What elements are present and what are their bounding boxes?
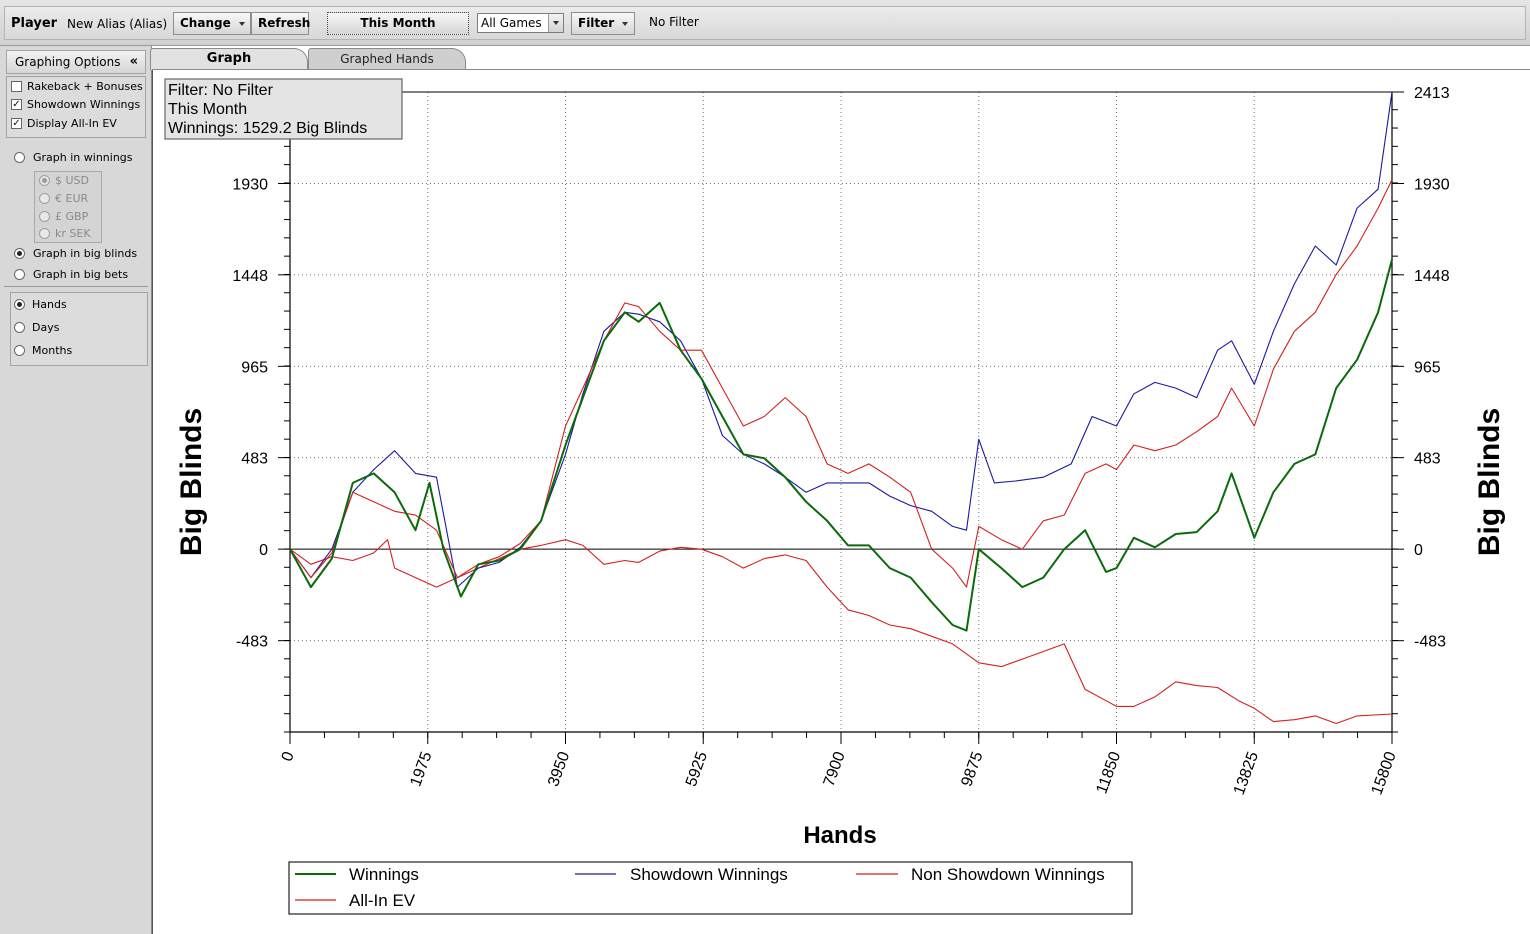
xaxis-mode-group: Hands Days Months [10, 292, 148, 366]
showdown-winnings-label: Showdown Winnings [27, 98, 141, 111]
legend-all-in-ev: All-In EV [349, 891, 416, 910]
filter-status: No Filter [649, 15, 699, 29]
winnings-graph: 24132413193019301448144896596548348300-4… [152, 70, 1530, 934]
radio-button-selected[interactable] [14, 248, 25, 259]
toolbar-panel: Player New Alias (Alias) Change Refresh … [4, 6, 1526, 40]
games-value: All Games [481, 16, 542, 30]
grid [290, 92, 1392, 732]
check-icon[interactable]: ✓ [11, 99, 22, 110]
y-tick-label-right: 1448 [1414, 268, 1450, 285]
legend-showdown-winnings: Showdown Winnings [630, 865, 788, 884]
display-options-group: Rakeback + Bonuses ✓ Showdown Winnings ✓ D… [6, 76, 146, 138]
check-icon[interactable]: ✓ [11, 118, 22, 129]
tab-divider [152, 69, 1530, 70]
y-tick-label-right: -483 [1414, 634, 1446, 651]
radio-button[interactable] [14, 345, 25, 356]
legend-frame [288, 861, 1133, 915]
radio-button[interactable] [14, 152, 25, 163]
x-axis-title: Hands [803, 822, 876, 849]
y-tick-label-right: 1930 [1414, 177, 1450, 194]
series-line-showdown-winnings [289, 91, 1393, 588]
y-tick-label-right: 965 [1414, 359, 1441, 376]
player-alias: New Alias (Alias) [67, 17, 168, 31]
info-winnings: Winnings: 1529.2 Big Blinds [168, 120, 367, 137]
top-toolbar: Player New Alias (Alias) Change Refresh … [0, 0, 1530, 46]
player-label: Player [11, 16, 58, 31]
change-label: Change [180, 16, 231, 30]
all-in-ev-label: Display All-In EV [27, 117, 117, 130]
radio-button[interactable] [14, 269, 25, 280]
radio-button[interactable] [39, 211, 50, 222]
radio-button-selected[interactable] [14, 299, 25, 310]
radio-button[interactable] [39, 228, 50, 239]
y-tick-label-right: 0 [1414, 542, 1423, 559]
graphing-options-header: Graphing Options « [6, 50, 146, 74]
y-axis-title-right: Big Blinds [1473, 408, 1506, 556]
chevron-down-icon [238, 21, 245, 26]
chart-background [152, 70, 1530, 934]
period-button[interactable]: This Month [327, 12, 469, 35]
tab-graph[interactable]: Graph [150, 48, 308, 70]
y-tick-label-right: 483 [1414, 451, 1441, 468]
y-tick-label-left: 965 [241, 359, 268, 376]
series-line-winnings [289, 259, 1393, 632]
days-label: Days [32, 321, 60, 334]
y-tick-label-right: 2413 [1414, 85, 1450, 102]
currency-usd-label: $ USD [55, 174, 89, 187]
legend-non-showdown-winnings: Non Showdown Winnings [911, 865, 1105, 884]
graph-in-big-bets-label: Graph in big bets [33, 268, 129, 281]
radio-button[interactable] [14, 322, 25, 333]
currency-eur-label: € EUR [55, 192, 89, 205]
dropdown-arrow-icon[interactable] [548, 14, 563, 32]
legend: Winnings Showdown Winnings Non Showdown … [288, 861, 1133, 915]
y-tick-label-left: 1930 [232, 177, 268, 194]
y-tick-label-left: 0 [259, 542, 268, 559]
legend-winnings: Winnings [349, 865, 419, 884]
info-box: Filter: No Filter This Month Winnings: 1… [164, 78, 403, 140]
info-filter: Filter: No Filter [168, 82, 274, 99]
radio-button-selected[interactable] [39, 175, 50, 186]
radio-button[interactable] [39, 193, 50, 204]
filter-button[interactable]: Filter [571, 12, 635, 35]
graphing-options-panel: Graphing Options « Rakeback + Bonuses ✓ S… [0, 46, 152, 934]
months-label: Months [32, 344, 73, 357]
chevron-down-icon [622, 21, 629, 26]
currency-sek-label: kr SEK [55, 227, 91, 240]
rakeback-label: Rakeback + Bonuses [27, 80, 143, 93]
divider [4, 286, 148, 287]
graphing-options-title: Graphing Options [15, 55, 121, 69]
hands-label: Hands [32, 298, 67, 311]
y-axis-title-left: Big Blinds [175, 408, 208, 556]
y-tick-label-left: -483 [236, 634, 268, 651]
info-box-frame [164, 78, 403, 140]
y-tick-label-left: 1448 [232, 268, 268, 285]
units-group: Graph in winnings Graph in big blinds Gr… [6, 144, 146, 284]
tab-graphed-hands[interactable]: Graphed Hands [308, 48, 466, 70]
graph-in-big-blinds-label: Graph in big blinds [33, 247, 138, 260]
info-period: This Month [168, 101, 247, 118]
graph-in-winnings-label: Graph in winnings [33, 151, 133, 164]
games-select[interactable]: All Games [477, 13, 564, 33]
filter-label: Filter [578, 16, 615, 30]
checkbox-box[interactable] [11, 81, 22, 92]
series-lines [289, 91, 1393, 725]
currency-gbp-label: £ GBP [55, 210, 89, 223]
refresh-button[interactable]: Refresh [251, 12, 310, 35]
collapse-icon[interactable]: « [129, 54, 138, 69]
y-tick-label-left: 483 [241, 451, 268, 468]
currency-group: $ USD € EUR £ GBP kr SEK [34, 171, 102, 243]
change-button[interactable]: Change [173, 12, 251, 35]
